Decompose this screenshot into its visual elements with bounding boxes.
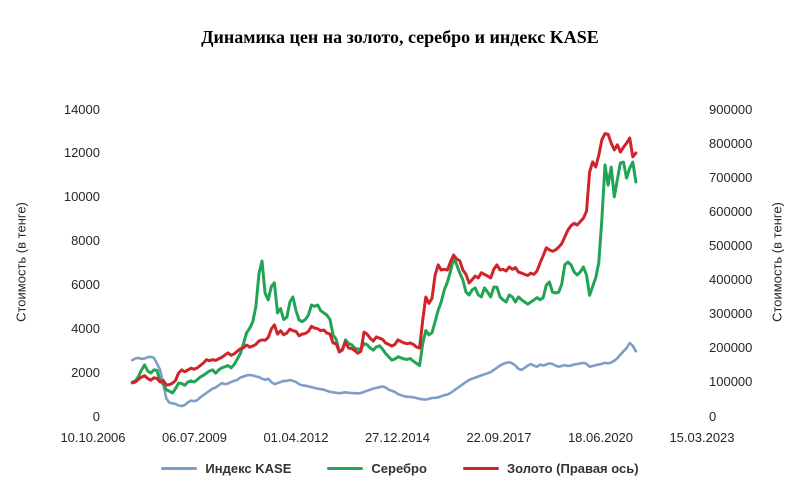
x-axis-tick: 22.09.2017 <box>466 430 532 445</box>
legend-line-swatch-kase <box>161 466 198 471</box>
right-axis-tick: 800000 <box>709 135 753 151</box>
right-axis-tick: 500000 <box>709 237 753 253</box>
chart-title: Динамика цен на золото, серебро и индекс… <box>201 27 599 47</box>
right-axis-title: Стоимость (в тенге) <box>769 202 785 322</box>
x-axis-tick: 06.07.2009 <box>161 430 228 445</box>
right-axis-tick: 0 <box>709 408 717 424</box>
left-axis-title: Стоимость (в тенге) <box>13 202 29 322</box>
legend-label-silver: Серебро <box>371 461 427 476</box>
left-axis-tick: 8000 <box>71 233 100 249</box>
left-axis-tick: 4000 <box>71 320 100 336</box>
chart-legend: Индекс KASE Серебро Золото (Правая ось) <box>0 461 800 476</box>
x-axis-tick: 01.04.2012 <box>263 430 329 445</box>
right-axis-tick: 700000 <box>709 169 753 185</box>
right-axis-tick: 100000 <box>709 374 753 390</box>
left-axis-tick: 10000 <box>63 189 100 205</box>
left-axis-tick: 14000 <box>63 101 100 117</box>
x-axis-tick: 10.10.2006 <box>60 430 126 445</box>
right-axis-tick: 200000 <box>709 340 753 356</box>
left-axis-tick: 12000 <box>63 145 100 161</box>
legend-line-swatch-gold <box>462 466 499 471</box>
silver-line <box>130 160 638 395</box>
x-axis-tick: 15.03.2023 <box>669 430 735 445</box>
right-axis-tick: 300000 <box>709 306 753 322</box>
right-axis-tick: 900000 <box>709 101 753 117</box>
legend-item-kase: Индекс KASE <box>161 461 291 476</box>
left-axis-tick: 0 <box>92 408 100 424</box>
left-axis-tick: 6000 <box>71 276 100 292</box>
right-axis-tick: 600000 <box>709 203 753 219</box>
gold-line <box>130 132 638 387</box>
legend-item-silver: Серебро <box>327 461 427 476</box>
right-axis-tick: 400000 <box>709 272 753 288</box>
x-axis-tick: 27.12.2014 <box>364 430 431 445</box>
kase-line <box>131 341 638 408</box>
legend-label-gold: Золото (Правая ось) <box>506 461 639 476</box>
left-axis-tick: 2000 <box>71 364 100 380</box>
legend-item-gold: Золото (Правая ось) <box>462 461 639 476</box>
x-axis-tick: 18.06.2020 <box>567 430 634 445</box>
legend-line-swatch-silver <box>327 466 364 471</box>
legend-label-kase: Индекс KASE <box>205 461 292 476</box>
